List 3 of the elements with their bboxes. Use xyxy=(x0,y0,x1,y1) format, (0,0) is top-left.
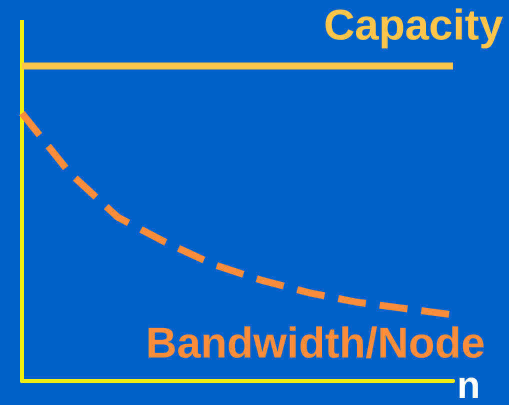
series-label: Capacity xyxy=(324,2,504,50)
x-axis-title: n xyxy=(457,365,480,405)
series-label: Bandwidth/Node xyxy=(146,320,486,368)
